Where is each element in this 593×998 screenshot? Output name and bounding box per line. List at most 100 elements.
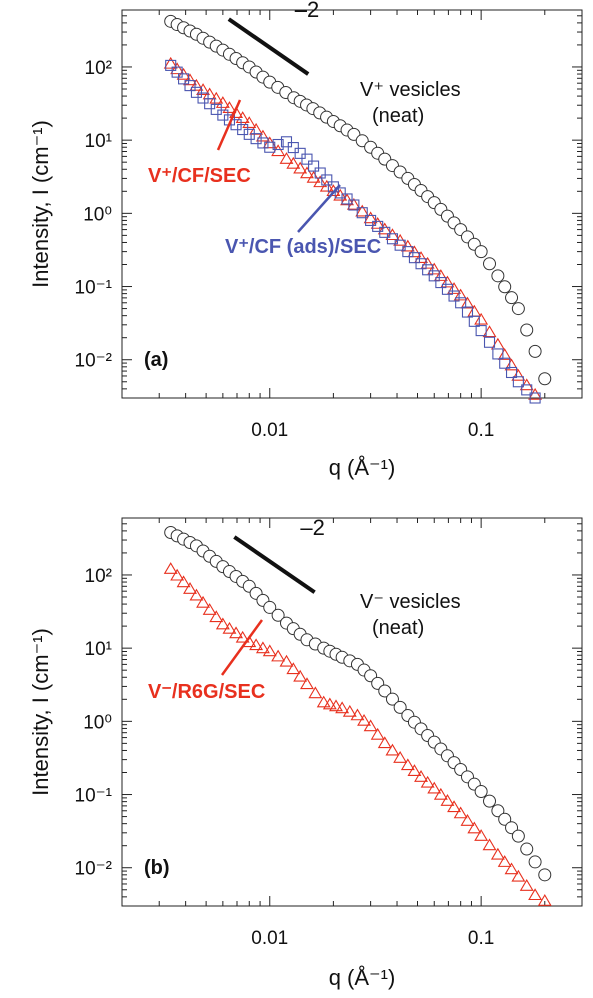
- data-point-circle: [483, 794, 497, 808]
- data-point-triangle: [255, 129, 270, 142]
- x-tick-label: 0.01: [251, 928, 288, 949]
- x-tick-label: 0.1: [468, 928, 494, 949]
- data-point-square: [422, 264, 434, 276]
- data-point-square: [521, 384, 533, 396]
- data-point-square: [348, 199, 360, 211]
- data-point-triangle: [407, 245, 422, 258]
- series-1: [163, 562, 552, 906]
- data-point-circle: [498, 280, 512, 294]
- data-point-triangle: [335, 701, 350, 714]
- data-point-triangle: [176, 575, 191, 588]
- data-point-circle: [511, 302, 525, 316]
- data-point-triangle: [400, 239, 415, 252]
- data-point-triangle: [329, 699, 343, 712]
- data-point-triangle: [170, 568, 185, 581]
- data-point-square: [321, 174, 333, 186]
- data-point-triangle: [293, 161, 308, 174]
- data-point-square: [483, 336, 496, 348]
- data-point-triangle: [427, 781, 442, 794]
- data-point-triangle: [460, 296, 475, 309]
- data-point-triangle: [308, 686, 323, 699]
- data-point-triangle: [377, 222, 392, 235]
- data-point-triangle: [319, 179, 334, 192]
- data-point-square: [365, 214, 377, 226]
- data-point-triangle: [460, 813, 475, 826]
- data-point-triangle: [183, 73, 197, 86]
- data-point-square: [334, 187, 346, 199]
- data-point-triangle: [497, 855, 512, 867]
- data-point-circle: [538, 868, 552, 882]
- data-point-triangle: [363, 719, 378, 732]
- data-point-triangle: [440, 275, 455, 288]
- data-point-square: [435, 277, 447, 289]
- y-tick-label: 10⁻¹: [75, 786, 113, 807]
- data-point-triangle: [215, 617, 230, 630]
- data-point-triangle: [202, 603, 217, 615]
- series-pointer-line: [297, 184, 341, 233]
- x-tick-label: 0.1: [468, 420, 494, 441]
- data-point-square: [184, 80, 196, 92]
- data-point-triangle: [196, 83, 211, 96]
- data-point-triangle: [385, 743, 400, 756]
- series-pointer-line: [216, 99, 242, 151]
- data-point-triangle: [163, 562, 178, 574]
- data-point-triangle: [537, 894, 552, 906]
- data-point-circle: [393, 700, 407, 714]
- slope-label: –2: [300, 515, 324, 540]
- y-tick-label: 10⁻¹: [75, 278, 113, 299]
- data-point-triangle: [242, 116, 257, 129]
- data-point-triangle: [474, 312, 489, 325]
- data-point-triangle: [222, 101, 237, 113]
- plot-frame: [121, 9, 583, 399]
- data-point-triangle: [504, 358, 519, 371]
- data-point-square: [250, 133, 262, 145]
- data-point-triangle: [414, 251, 429, 263]
- data-point-square: [301, 153, 313, 165]
- data-point-triangle: [433, 269, 448, 281]
- data-point-triangle: [355, 204, 370, 217]
- data-point-triangle: [420, 256, 435, 269]
- data-point-triangle: [482, 838, 497, 851]
- data-point-square: [210, 103, 222, 115]
- series-label: (neat): [372, 105, 424, 127]
- series-label: (neat): [372, 617, 424, 639]
- y-tick-label: 10⁻²: [75, 351, 113, 372]
- data-point-square: [402, 246, 414, 258]
- slope-reference-line: [227, 17, 310, 76]
- data-point-triangle: [222, 621, 237, 634]
- data-point-square: [272, 138, 284, 151]
- data-point-square: [314, 167, 326, 179]
- data-point-triangle: [407, 764, 422, 776]
- data-point-square: [455, 297, 467, 309]
- data-point-triangle: [249, 638, 264, 651]
- data-point-square: [204, 98, 216, 110]
- x-tick-label: 0.01: [251, 420, 288, 441]
- series-0: [164, 526, 552, 882]
- data-point-triangle: [474, 829, 489, 841]
- data-point-square: [308, 160, 320, 172]
- data-point-square: [448, 290, 460, 302]
- data-point-triangle: [286, 156, 301, 169]
- data-point-square: [492, 348, 504, 360]
- data-point-square: [408, 252, 420, 264]
- series-0: [164, 14, 552, 386]
- data-point-triangle: [189, 78, 204, 91]
- data-point-square: [468, 315, 480, 327]
- slope-label: –2: [295, 0, 319, 22]
- data-point-square: [499, 357, 511, 369]
- slope-reference-line: [233, 535, 316, 594]
- data-point-triangle: [490, 847, 505, 860]
- data-point-triangle: [427, 262, 442, 275]
- data-point-circle: [483, 257, 497, 271]
- data-point-triangle: [385, 228, 400, 241]
- data-point-circle: [491, 804, 505, 818]
- data-point-square: [461, 306, 474, 318]
- data-point-circle: [520, 842, 534, 856]
- data-point-triangle: [400, 758, 415, 771]
- data-point-triangle: [300, 166, 314, 179]
- data-point-triangle: [229, 626, 244, 639]
- data-point-triangle: [279, 152, 294, 164]
- series-label: V⁺/CF/SEC: [148, 165, 251, 187]
- data-point-square: [386, 233, 399, 245]
- data-point-triangle: [170, 62, 185, 75]
